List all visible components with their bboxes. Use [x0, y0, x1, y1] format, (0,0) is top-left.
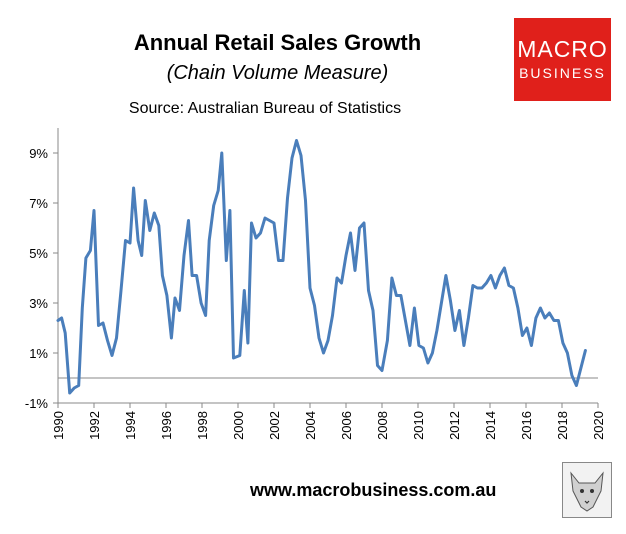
- series-group: [56, 139, 587, 395]
- chart-axes: [57, 128, 598, 404]
- chart-source: Source: Australian Bureau of Statistics: [128, 100, 402, 117]
- x-tick-label: 1994: [123, 411, 138, 440]
- macrobusiness-logo: MACRO BUSINESS: [514, 18, 611, 101]
- y-tick-label: 9%: [29, 146, 48, 161]
- x-tick-label: 2016: [519, 411, 534, 440]
- logo-line-2: BUSINESS: [519, 65, 606, 81]
- x-axis-ticks: 1990 1992 1994 1996 1998 2000 2002 2004 2006 2008…: [51, 403, 606, 440]
- x-tick-label: 1990: [51, 411, 66, 440]
- logo-line-1: MACRO: [517, 36, 608, 62]
- y-tick-label: 7%: [29, 196, 48, 211]
- x-tick-label: 2014: [483, 411, 498, 440]
- x-tick-label: 2006: [339, 411, 354, 440]
- x-tick-label: 2010: [411, 411, 426, 440]
- x-tick-label: 2008: [375, 411, 390, 440]
- x-tick-label: 2020: [591, 411, 606, 440]
- x-tick-label: 1996: [159, 411, 174, 440]
- chart-title: Annual Retail Sales Growth: [133, 30, 422, 55]
- y-axis-ticks: 9% 7% 5% 3% 1% -1%: [25, 146, 58, 411]
- y-tick-label: 5%: [29, 246, 48, 261]
- y-tick-label: 3%: [29, 296, 48, 311]
- chart-subtitle: (Chain Volume Measure): [166, 62, 389, 84]
- series-line: [56, 139, 587, 395]
- y-tick-label: 1%: [29, 346, 48, 361]
- y-tick-label: -1%: [25, 396, 49, 411]
- x-tick-label: 2018: [555, 411, 570, 440]
- wolf-logo-icon: [562, 462, 612, 518]
- x-tick-label: 2004: [303, 411, 318, 440]
- x-tick-label: 2012: [447, 411, 462, 440]
- x-tick-label: 1998: [195, 411, 210, 440]
- website-url: www.macrobusiness.com.au: [250, 480, 497, 500]
- x-tick-label: 2000: [231, 411, 246, 440]
- x-tick-label: 2002: [267, 411, 282, 440]
- x-tick-label: 1992: [87, 411, 102, 440]
